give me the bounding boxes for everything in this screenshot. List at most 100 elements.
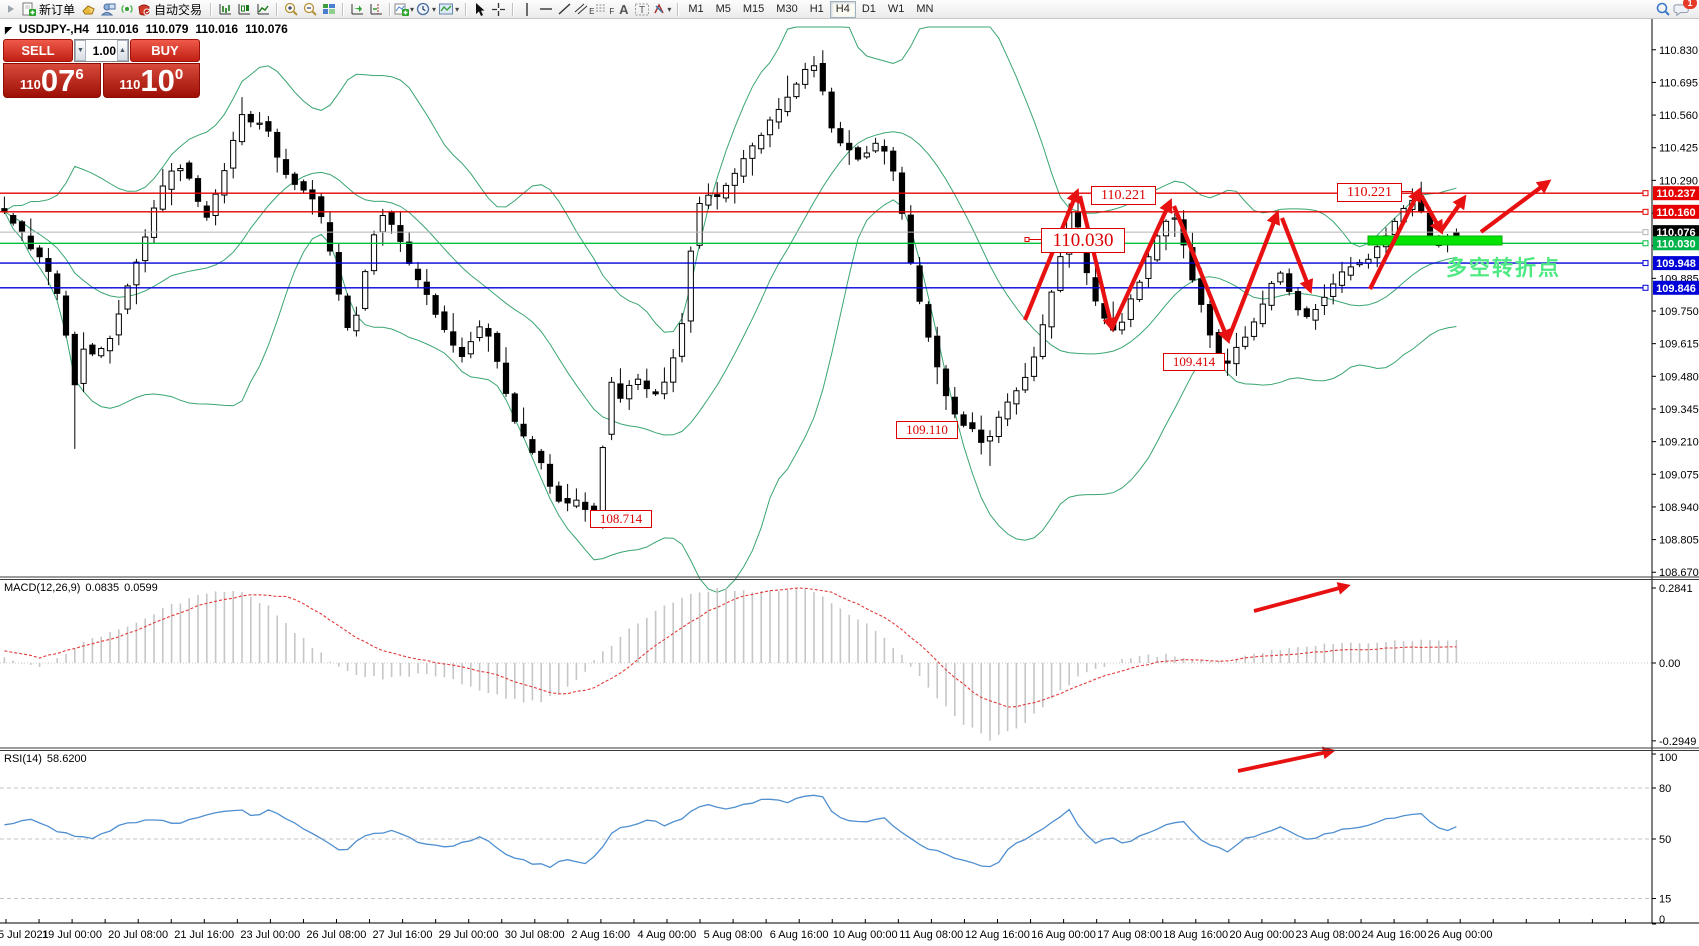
trend-arrow[interactable] xyxy=(1280,217,1314,294)
hline-anchor[interactable] xyxy=(1642,190,1649,197)
buy-price-display[interactable]: 110 10 0 xyxy=(102,63,200,98)
trend-annotation-arrows[interactable] xyxy=(1023,179,1552,344)
hline-anchor[interactable] xyxy=(1642,240,1649,247)
bull-candle xyxy=(740,158,747,177)
arrows-tool-button[interactable]: ▾ xyxy=(652,1,673,18)
svg-text:T: T xyxy=(639,5,645,16)
notifications-button[interactable]: 1 xyxy=(1672,0,1697,18)
templates-menu-button[interactable]: ▾ xyxy=(438,1,461,18)
toolbar-separator xyxy=(465,2,467,16)
indicators-menu-button[interactable]: ▾ xyxy=(394,1,416,18)
vertical-line-tool-button[interactable] xyxy=(517,1,536,18)
trend-arrow[interactable] xyxy=(1439,194,1467,233)
candlestick-mode-button[interactable] xyxy=(234,1,253,18)
hline-anchor[interactable] xyxy=(1642,229,1649,236)
bear-candle xyxy=(247,113,254,123)
price-tag-annotation[interactable]: 110.030 xyxy=(1041,228,1125,253)
market-watch-icon[interactable] xyxy=(79,1,98,18)
price-tag-annotation[interactable]: 110.221 xyxy=(1337,183,1402,202)
trend-arrow[interactable] xyxy=(1172,205,1231,344)
templates-caret-icon[interactable]: ▾ xyxy=(455,4,460,14)
bear-candle xyxy=(282,159,290,175)
line-chart-mode-button[interactable] xyxy=(253,1,272,18)
auto-scroll-button[interactable] xyxy=(347,1,366,18)
volume-input[interactable] xyxy=(86,40,117,61)
price-tag-annotation[interactable]: 109.414 xyxy=(1163,353,1225,371)
hline-anchor[interactable] xyxy=(1642,208,1649,215)
bear-candle xyxy=(617,383,624,399)
buy-button[interactable]: BUY xyxy=(130,39,200,62)
fibonacci-letter: F xyxy=(609,7,615,16)
text-tool-button[interactable]: A xyxy=(614,1,633,18)
timeframe-m30-button[interactable]: M30 xyxy=(776,2,798,15)
arrows-caret-icon[interactable]: ▾ xyxy=(667,4,672,14)
fibonacci-tool-button[interactable]: F xyxy=(594,1,614,18)
zoom-in-button[interactable] xyxy=(281,1,300,18)
timeframe-h4-button[interactable]: H4 xyxy=(829,0,856,18)
trendline-tool-button[interactable] xyxy=(555,1,574,18)
timeframe-d1-button[interactable]: D1 xyxy=(861,2,876,15)
bull-candle xyxy=(793,83,800,98)
bear-candle xyxy=(828,91,835,129)
bear-candle xyxy=(309,189,316,200)
text-label-tool-button[interactable]: T xyxy=(633,1,652,18)
timeframe-mn-button[interactable]: MN xyxy=(916,2,934,15)
time-label: 20 Aug 00:00 xyxy=(1229,929,1294,941)
price-marker-box xyxy=(1653,236,1699,251)
timeframes-caret-icon[interactable]: ▾ xyxy=(432,4,437,14)
signals-icon[interactable] xyxy=(117,1,136,18)
volume-increase-button[interactable]: ▲ xyxy=(117,40,128,61)
bear-candle xyxy=(916,265,923,302)
timeframe-m5-button[interactable]: M5 xyxy=(715,2,731,15)
channel-tool-button[interactable]: E xyxy=(574,1,594,18)
volume-decrease-button[interactable]: ▼ xyxy=(75,40,86,61)
timeframe-w1-button[interactable]: W1 xyxy=(887,2,905,15)
chart-canvas[interactable]: 110.830 110.695 110.560 110.425 110.290 110.1… xyxy=(0,19,1699,946)
sell-price-display[interactable]: 110 07 6 xyxy=(3,63,101,98)
rsi-annotation-arrow[interactable] xyxy=(1237,746,1336,773)
tile-windows-button[interactable] xyxy=(319,1,338,18)
sell-price-pips: 07 xyxy=(40,62,76,98)
timeframe-h1-button[interactable]: H1 xyxy=(809,2,824,15)
time-label: 21 Jul 16:00 xyxy=(174,929,234,941)
price-tag-annotation[interactable]: 110.221 xyxy=(1091,186,1156,205)
trend-arrow[interactable] xyxy=(1023,188,1080,321)
price-tag-annotation[interactable]: 109.110 xyxy=(896,421,958,439)
bar-chart-mode-button[interactable] xyxy=(215,1,234,18)
search-icon[interactable] xyxy=(1653,1,1672,18)
bull-candle xyxy=(1374,246,1381,259)
chart-surface[interactable]: 110.830 110.695 110.560 110.425 110.290 110.1… xyxy=(0,19,1699,946)
trend-arrow[interactable] xyxy=(1419,193,1444,235)
autotrading-button[interactable]: 自动交易 xyxy=(136,1,206,18)
support-zone-highlight[interactable] xyxy=(1367,235,1503,246)
timeframe-m1-button[interactable]: M1 xyxy=(688,2,704,15)
accounts-icon[interactable] xyxy=(98,1,117,18)
bear-candle xyxy=(441,311,448,331)
trend-arrow[interactable] xyxy=(1077,195,1117,333)
trend-arrow[interactable] xyxy=(1479,179,1552,234)
bull-candle xyxy=(731,172,738,186)
bull-candle xyxy=(1250,321,1258,337)
bull-bear-turning-point-note[interactable]: 多空转折点 xyxy=(1446,257,1561,280)
timeframes-menu-button[interactable]: ▾ xyxy=(416,1,438,18)
indicators-caret-icon[interactable]: ▾ xyxy=(410,4,415,14)
trend-arrow[interactable] xyxy=(1368,187,1421,290)
new-order-button[interactable]: 新订单 xyxy=(21,1,79,18)
timeframe-m15-button[interactable]: M15 xyxy=(742,2,765,15)
chart-shift-button[interactable] xyxy=(366,1,385,18)
horizontal-line-tool-button[interactable] xyxy=(536,1,555,18)
trend-arrow[interactable] xyxy=(1110,198,1173,329)
sell-button[interactable]: SELL xyxy=(3,39,73,62)
bull-candle xyxy=(177,168,184,172)
chart-quote-line: ◤ USDJPY-,H4 110.016 110.079 110.016 110… xyxy=(5,22,288,36)
cursor-tool-button[interactable] xyxy=(470,1,489,18)
trend-arrow[interactable] xyxy=(1226,210,1281,341)
hline-anchor[interactable] xyxy=(1642,260,1649,267)
hline-anchor[interactable] xyxy=(1642,284,1649,291)
crosshair-tool-button[interactable] xyxy=(489,1,508,18)
rsi-label-line: RSI(14) 58.6200 xyxy=(4,753,87,765)
macd-annotation-arrow[interactable] xyxy=(1253,582,1351,613)
zoom-out-button[interactable] xyxy=(300,1,319,18)
price-tag-annotation[interactable]: 108.714 xyxy=(590,510,652,528)
